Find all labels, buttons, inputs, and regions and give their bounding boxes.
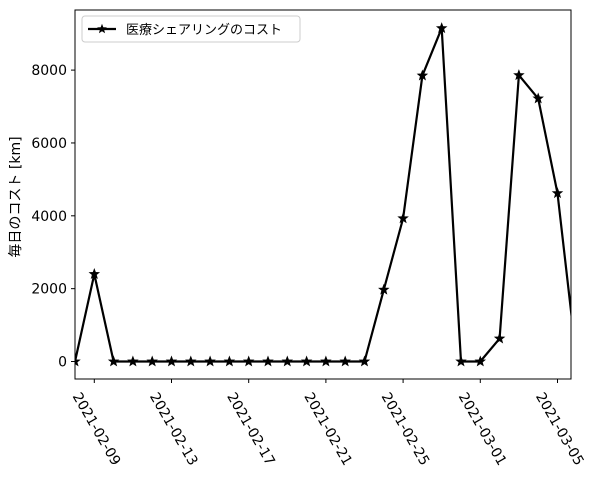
plot-frame — [74, 9, 572, 380]
data-point-marker — [474, 355, 487, 367]
data-point-marker — [281, 355, 294, 367]
data-point-marker — [185, 355, 197, 367]
data-point-marker — [262, 355, 274, 367]
data-point-marker — [455, 355, 467, 367]
y-tick-label: 6000 — [31, 136, 67, 152]
data-point-marker — [223, 355, 236, 367]
data-point-marker — [107, 355, 120, 367]
legend: 医療シェアリングのコスト — [81, 15, 301, 43]
y-tick-label: 4000 — [31, 209, 67, 225]
y-axis: 0 2000 4000 6000 8000 — [31, 63, 75, 371]
data-point-marker — [435, 22, 448, 34]
data-point-marker — [88, 268, 101, 279]
x-tick-label: 2021-02-13 — [146, 390, 201, 468]
plot-area — [74, 9, 582, 380]
data-point-marker — [127, 355, 139, 367]
y-tick-label: 8000 — [31, 63, 67, 79]
data-point-marker — [358, 355, 371, 367]
series-line — [75, 27, 571, 363]
data-point-marker — [513, 69, 525, 81]
data-point-marker — [75, 355, 81, 367]
data-point-marker — [146, 355, 158, 367]
data-point-marker — [551, 187, 564, 199]
data-point-marker — [165, 355, 178, 367]
data-point-marker — [572, 356, 582, 365]
data-point-marker — [416, 69, 429, 81]
data-point-marker — [532, 92, 544, 104]
data-point-marker — [378, 283, 390, 295]
x-tick-label: 2021-03-05 — [532, 390, 587, 468]
data-point-marker — [300, 355, 313, 367]
data-point-marker — [320, 355, 332, 367]
x-tick-label: 2021-02-25 — [378, 390, 433, 468]
y-tick-label: 0 — [58, 355, 67, 371]
data-point-marker — [493, 332, 506, 344]
legend-box — [81, 15, 301, 43]
x-axis: 2021-02-09 2021-02-13 2021-02-17 2021-02-21… — [69, 379, 587, 468]
x-tick-label: 2021-03-01 — [455, 390, 510, 468]
data-point-marker — [397, 212, 409, 224]
legend-marker-swatch — [97, 23, 107, 34]
data-point-marker — [339, 355, 351, 367]
y-tick-label: 2000 — [31, 282, 67, 298]
x-tick-label: 2021-02-17 — [223, 390, 278, 468]
x-tick-label: 2021-02-09 — [69, 390, 124, 468]
x-tick-label: 2021-02-21 — [300, 390, 355, 468]
data-point-marker — [242, 355, 255, 367]
y-axis-label: 毎日のコスト [km] — [8, 136, 24, 257]
legend-label: 医療シェアリングのコスト — [126, 23, 282, 38]
data-point-marker — [204, 355, 216, 367]
